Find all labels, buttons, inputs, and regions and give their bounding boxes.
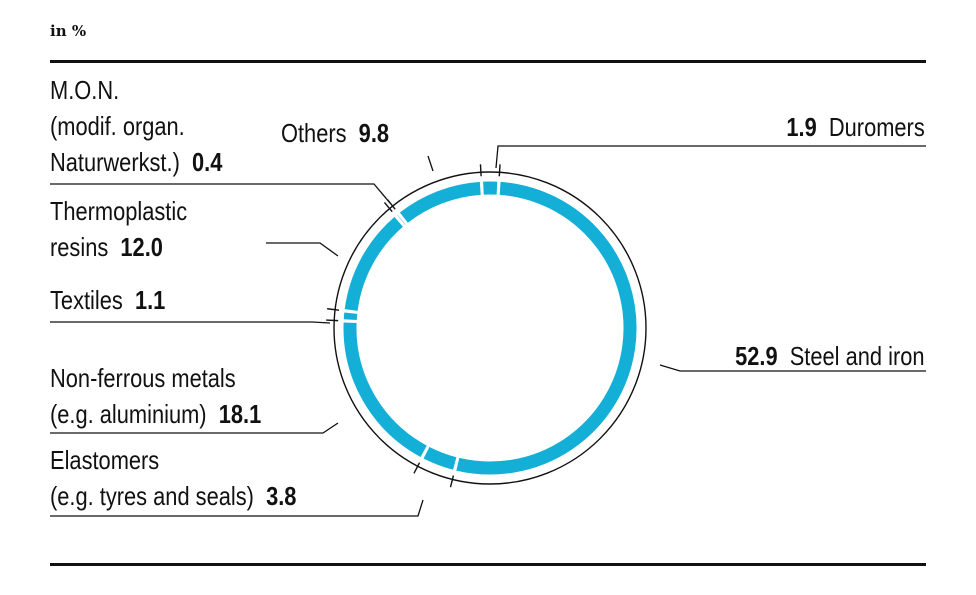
segment-non-ferrous-metals-e-g-aluminium [343,322,427,458]
name-thermoplastic-line1: Thermoplastic [50,196,188,226]
name-duromers: Duromers [829,112,925,142]
unit-label: in % [50,22,87,40]
segment-others [399,181,481,223]
name-others: Others [281,118,347,148]
boundary-tick-steel-and-iron [498,164,501,177]
boundary-tick-non-ferrous-metals-e-g-aluminium [413,462,421,474]
name-elastomers-line2: (e.g. tyres and seals) [50,481,254,511]
value-textiles: 1.1 [134,285,166,315]
value-elastomers: 3.8 [266,481,297,511]
leader-duromers [495,145,926,169]
value-mon: 0.4 [191,147,223,177]
top-rule [50,60,926,63]
label-textiles: Textiles 1.1 [50,282,165,318]
name-mon-line1: M.O.N. [50,75,120,105]
leader-thermoplastic-resins [266,242,339,257]
value-duromers: 1.9 [786,112,817,142]
leader-mon [50,183,391,204]
label-steel-and-iron: 52.9 Steel and iron [736,338,925,374]
label-mon: M.O.N. (modif. organ. Naturwerkst.) 0.4 [50,72,222,180]
value-steel-and-iron: 52.9 [735,341,779,371]
label-others: Others 9.8 [281,115,389,151]
bottom-rule [50,563,926,566]
leader-textiles [50,321,331,324]
segment-steel-and-iron [456,181,637,475]
name-steel-and-iron: Steel and iron [790,341,925,371]
label-duromers: 1.9 Duromers [787,109,925,145]
boundary-tick-textiles [326,319,339,322]
value-thermoplastic-resins: 12.0 [120,232,163,262]
name-thermoplastic-line2: resins [50,232,109,262]
name-elastomers-line1: Elastomers [50,445,160,475]
name-non-ferrous-line2: (e.g. aluminium) [50,399,207,429]
leader-non-ferrous-metals [50,422,339,434]
boundary-tick-elastomers-e-g-tyres-and-seals [449,475,455,488]
leader-elastomers [50,499,424,517]
value-others: 9.8 [358,118,390,148]
leader-others [427,155,434,172]
value-non-ferrous-metals: 18.1 [218,399,262,429]
boundary-tick-duromers [479,164,482,177]
label-elastomers: Elastomers (e.g. tyres and seals) 3.8 [50,442,296,514]
name-textiles: Textiles [50,285,123,315]
segment-textiles [343,312,358,321]
boundary-tick-thermoplastic-resins [327,308,340,311]
label-non-ferrous-metals: Non-ferrous metals (e.g. aluminium) 18.1 [50,360,261,432]
leader-steel-and-iron [659,364,926,372]
boundary-tick-m-o-n-modif-organ-naturwerkst [383,202,393,213]
name-mon-line2: (modif. organ. [50,111,185,141]
segment-thermoplastic-resins [344,216,404,311]
label-thermoplastic-resins: Thermoplastic resins 12.0 [50,193,187,265]
ring-outline [333,171,647,485]
name-mon-line3: Naturwerkst.) [50,147,180,177]
name-non-ferrous-line1: Non-ferrous metals [50,363,236,393]
segment-elastomers-e-g-tyres-and-seals [423,446,457,470]
